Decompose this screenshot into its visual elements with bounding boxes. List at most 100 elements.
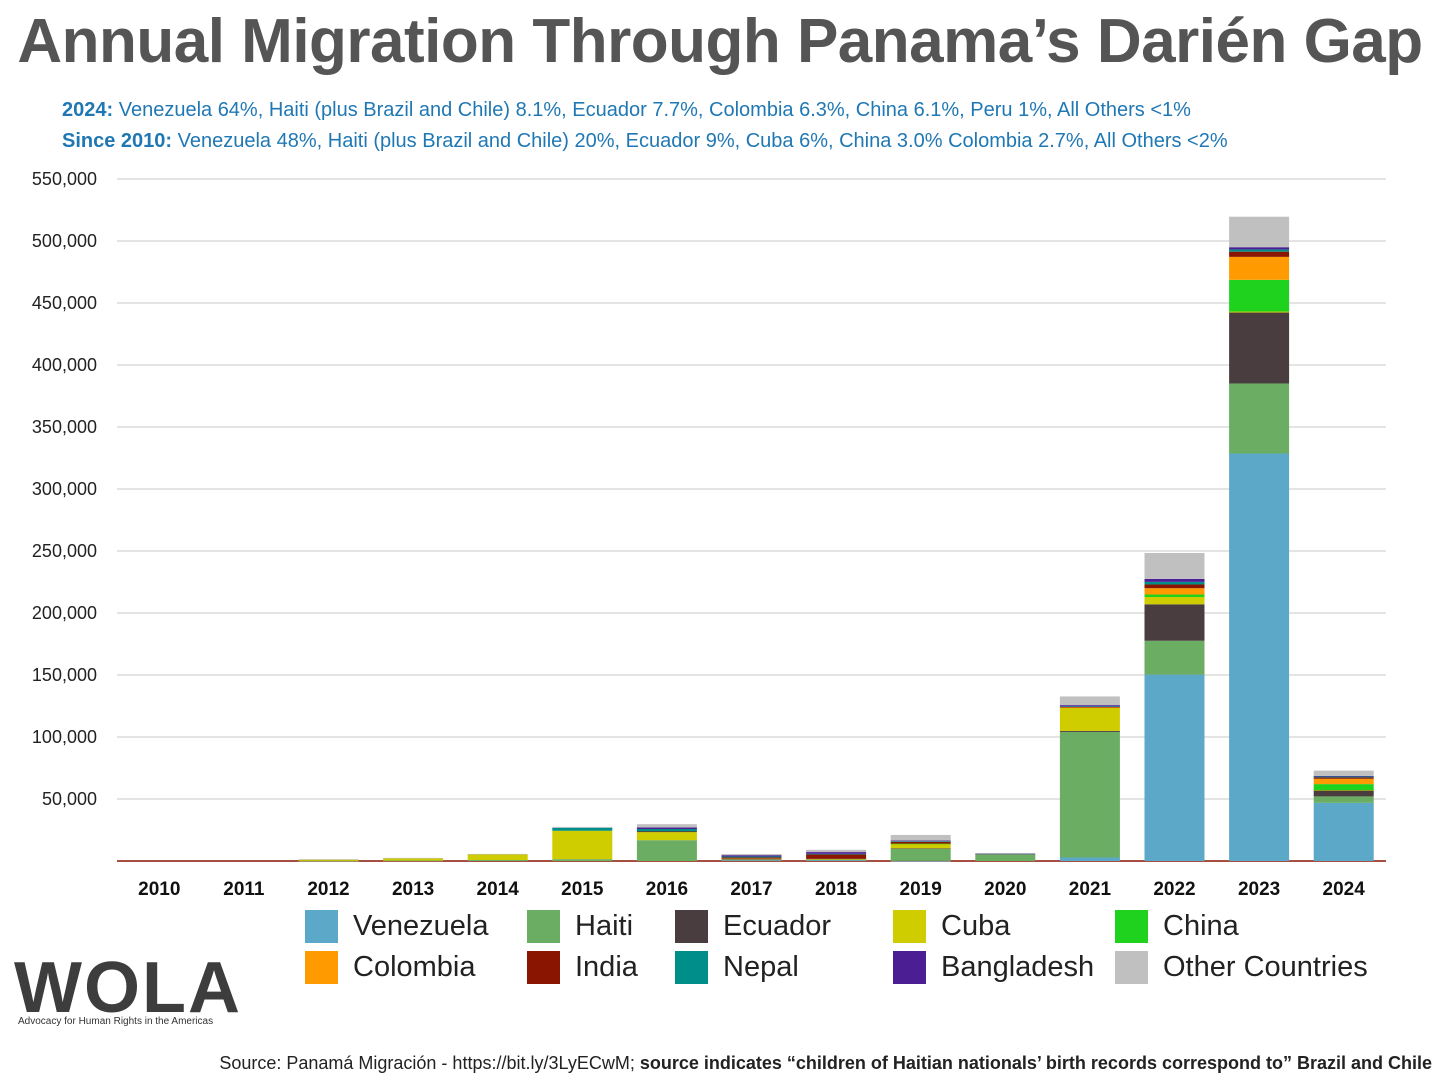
bar-segment-other-countries	[890, 834, 951, 841]
source-note: Source: Panamá Migración - https://bit.l…	[219, 1053, 1432, 1074]
bar-segment-cuba	[890, 843, 951, 849]
bar-segment-china	[1144, 594, 1205, 598]
bar-segment-colombia	[1144, 588, 1205, 595]
bar-segment-cuba	[1313, 790, 1374, 791]
x-tick-label: 2021	[1069, 879, 1112, 900]
legend-label: Nepal	[723, 951, 799, 983]
bar-segment-venezuela	[721, 860, 782, 861]
bar-segment-haiti	[1229, 383, 1290, 454]
bar-segment-nepal	[1313, 776, 1374, 778]
legend-item: Cuba	[893, 910, 1010, 943]
bar-segment-nepal	[552, 827, 613, 831]
bar-segment-other-countries	[975, 853, 1036, 854]
bar-segment-venezuela	[806, 860, 867, 861]
legend-item: Venezuela	[305, 910, 488, 943]
legend-item: Haiti	[527, 910, 633, 943]
chart-legend: Venezuela Haiti Ecuador Cuba China Colombia In…	[305, 910, 1415, 996]
logo-tagline: Advocacy for Human Rights in the America…	[18, 1016, 214, 1027]
bar-segment-colombia	[1313, 778, 1374, 785]
x-tick-label: 2022	[1153, 879, 1195, 900]
bar-segment-india	[1313, 777, 1374, 779]
bar-segment-other-countries	[1144, 552, 1205, 579]
bar-segment-other-countries	[1059, 696, 1120, 706]
legend-item: India	[527, 951, 638, 984]
bar-segment-nepal	[1144, 581, 1205, 585]
legend-swatch	[675, 910, 708, 943]
legend-item: Colombia	[305, 951, 476, 984]
bar-segment-other-countries	[298, 859, 359, 860]
logo-text: WOLA	[14, 948, 242, 1028]
bar-segment-other-countries	[467, 853, 528, 855]
bar-segment-bangladesh	[636, 827, 697, 830]
legend-swatch	[527, 951, 560, 984]
bar-segment-bangladesh	[890, 840, 951, 842]
bar-segment-nepal	[1229, 249, 1290, 252]
bar-segment-bangladesh	[1144, 578, 1205, 582]
bar-segment-venezuela	[1313, 802, 1374, 861]
bar-segment-haiti	[467, 860, 528, 861]
bar-segment-haiti	[1144, 640, 1205, 675]
chart-title: Annual Migration Through Panama’s Darién…	[17, 7, 1423, 76]
bar-segment-india	[1059, 706, 1120, 708]
wola-logo: WOLA Advocacy for Human Rights in the Am…	[14, 952, 254, 1032]
bar-segment-haiti	[806, 859, 867, 861]
bar-segment-cuba	[1144, 597, 1205, 605]
bar-segment-ecuador	[721, 859, 782, 860]
bar-segment-haiti	[1059, 731, 1120, 858]
bar-segment-bangladesh	[1059, 705, 1120, 707]
y-tick-label: 50,000	[42, 789, 97, 809]
bar-segment-venezuela	[1059, 857, 1120, 861]
legend-item: Other Countries	[1115, 951, 1368, 984]
source-bold: source indicates “children of Haitian na…	[639, 1053, 1432, 1073]
bar-segment-china	[1229, 279, 1290, 312]
x-tick-label: 2014	[477, 879, 520, 900]
legend-label: Haiti	[575, 910, 634, 942]
bar-segment-cuba	[552, 830, 613, 860]
y-tick-label: 250,000	[32, 541, 97, 561]
legend-label: Colombia	[353, 951, 476, 983]
y-tick-label: 400,000	[32, 355, 97, 375]
bar-segment-other-countries	[721, 854, 782, 856]
legend-swatch	[893, 910, 926, 943]
y-tick-label: 100,000	[32, 727, 97, 747]
bar-segment-india	[1229, 251, 1290, 257]
bar-segment-china	[1313, 784, 1374, 791]
bar-segment-other-countries	[552, 826, 613, 828]
bar-segment-other-countries	[383, 857, 444, 859]
legend-item: Nepal	[675, 951, 799, 984]
bar-segment-venezuela	[890, 860, 951, 862]
x-tick-label: 2018	[815, 879, 857, 900]
legend-label: Cuba	[941, 910, 1011, 942]
y-tick-label: 550,000	[32, 169, 97, 189]
bar-segment-cuba	[636, 832, 697, 841]
subtitle-since-text: Venezuela 48%, Haiti (plus Brazil and Ch…	[172, 130, 1228, 152]
bar-segment-venezuela	[1229, 453, 1290, 861]
subtitle-2024-label: 2024:	[62, 99, 114, 121]
source-plain: Source: Panamá Migración - https://bit.l…	[219, 1053, 640, 1073]
subtitle-2024: 2024: Venezuela 64%, Haiti (plus Brazil …	[62, 99, 1191, 122]
legend-label: Bangladesh	[941, 951, 1095, 983]
bar-segment-india	[806, 854, 867, 859]
subtitle-since-2010: Since 2010: Venezuela 48%, Haiti (plus B…	[62, 130, 1228, 153]
legend-swatch	[893, 951, 926, 984]
bar-segment-india	[1144, 584, 1205, 589]
bar-segment-nepal	[636, 829, 697, 832]
bar-segment-india	[636, 831, 697, 833]
bar-segment-china	[890, 843, 951, 845]
legend-item: Bangladesh	[893, 951, 1094, 984]
bar-segment-cuba	[298, 859, 359, 861]
bar-segment-india	[721, 857, 782, 859]
bar-segment-haiti	[552, 859, 613, 861]
bar-segment-haiti	[975, 854, 1036, 861]
bar-segment-nepal	[721, 856, 782, 858]
legend-label: Venezuela	[353, 910, 489, 942]
bar-segment-ecuador	[1144, 604, 1205, 641]
bar-segment-ecuador	[1313, 790, 1374, 797]
legend-label: China	[1163, 910, 1239, 942]
bar-segment-cuba	[467, 854, 528, 861]
bar-segment-bangladesh	[721, 855, 782, 857]
bar-segment-bangladesh	[1313, 775, 1374, 777]
legend-item: China	[1115, 910, 1239, 943]
x-tick-label: 2016	[646, 879, 688, 900]
subtitle-2024-text: Venezuela 64%, Haiti (plus Brazil and Ch…	[113, 99, 1191, 121]
